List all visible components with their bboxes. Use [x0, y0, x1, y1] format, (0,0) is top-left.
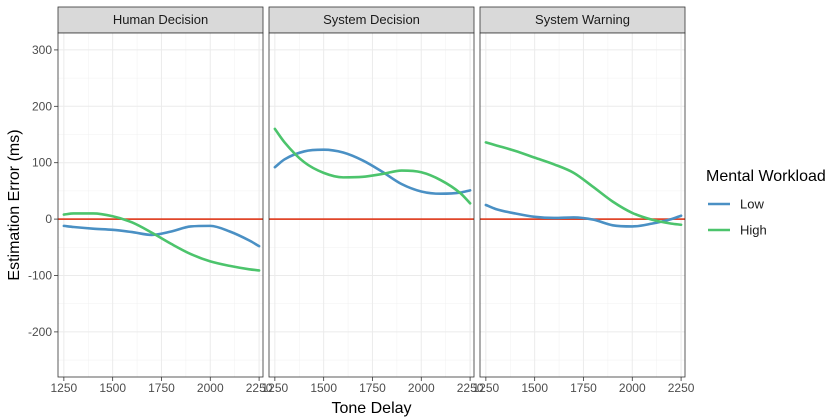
x-tick-label: 2000 — [197, 381, 224, 395]
legend-title: Mental Workload — [706, 168, 826, 185]
legend-label: High — [740, 223, 767, 238]
series-line-high — [62, 212, 261, 272]
x-tick-label: 2250 — [246, 381, 273, 395]
facet-title: System Warning — [535, 12, 630, 27]
x-tick-label: 1500 — [521, 381, 548, 395]
panel-border — [57, 32, 264, 378]
y-axis-title: Estimation Error (ms) — [6, 129, 23, 280]
series-line-high — [273, 127, 472, 205]
legend: Mental Workload Low High — [706, 168, 826, 238]
y-tick-label: 0 — [45, 212, 52, 226]
y-tick-label: 300 — [32, 43, 52, 57]
facet-title: Human Decision — [113, 12, 208, 27]
x-axis-panel-2: 1250 1500 1750 2000 2250 — [473, 377, 695, 395]
x-tick-label: 1250 — [51, 381, 78, 395]
y-axis: -200 -100 0 100 200 300 — [28, 43, 58, 339]
x-tick-label: 1750 — [359, 381, 386, 395]
panel-border — [268, 32, 475, 378]
x-tick-label: 1500 — [310, 381, 337, 395]
facet-strip — [268, 6, 475, 34]
series-line-low — [273, 148, 472, 196]
facet-panel-0: Human Decision — [57, 6, 264, 378]
y-tick-label: 100 — [32, 156, 52, 170]
facet-panel-1: System Decision — [268, 6, 475, 378]
series-line-high — [484, 141, 683, 227]
plot-background — [480, 33, 685, 377]
x-tick-label: 1750 — [148, 381, 175, 395]
series-line-low — [62, 224, 261, 248]
plot-background — [269, 33, 474, 377]
plot-background — [58, 33, 263, 377]
panel-border — [479, 32, 686, 378]
facet-panels: Human Decision System Decision System Warn… — [57, 6, 686, 378]
facet-strip — [479, 6, 686, 34]
legend-label: Low — [740, 197, 764, 212]
facet-title: System Decision — [323, 12, 420, 27]
x-tick-label: 1250 — [473, 381, 500, 395]
x-tick-label: 2250 — [457, 381, 484, 395]
y-tick-label: -100 — [28, 268, 52, 282]
facet-strip — [57, 6, 264, 34]
x-axis-panel-0: 1250 1500 1750 2000 2250 — [51, 377, 273, 395]
x-tick-label: 1250 — [262, 381, 289, 395]
x-tick-label: 2250 — [668, 381, 695, 395]
x-tick-label: 1750 — [570, 381, 597, 395]
x-tick-label: 2000 — [408, 381, 435, 395]
x-tick-label: 2000 — [619, 381, 646, 395]
facet-panel-2: System Warning — [479, 6, 686, 378]
series-line-low — [484, 203, 683, 228]
x-axis-panel-1: 1250 1500 1750 2000 2250 — [262, 377, 484, 395]
x-axis-title: Tone Delay — [331, 400, 411, 417]
x-tick-label: 1500 — [99, 381, 126, 395]
y-tick-label: -200 — [28, 325, 52, 339]
y-tick-label: 200 — [32, 99, 52, 113]
